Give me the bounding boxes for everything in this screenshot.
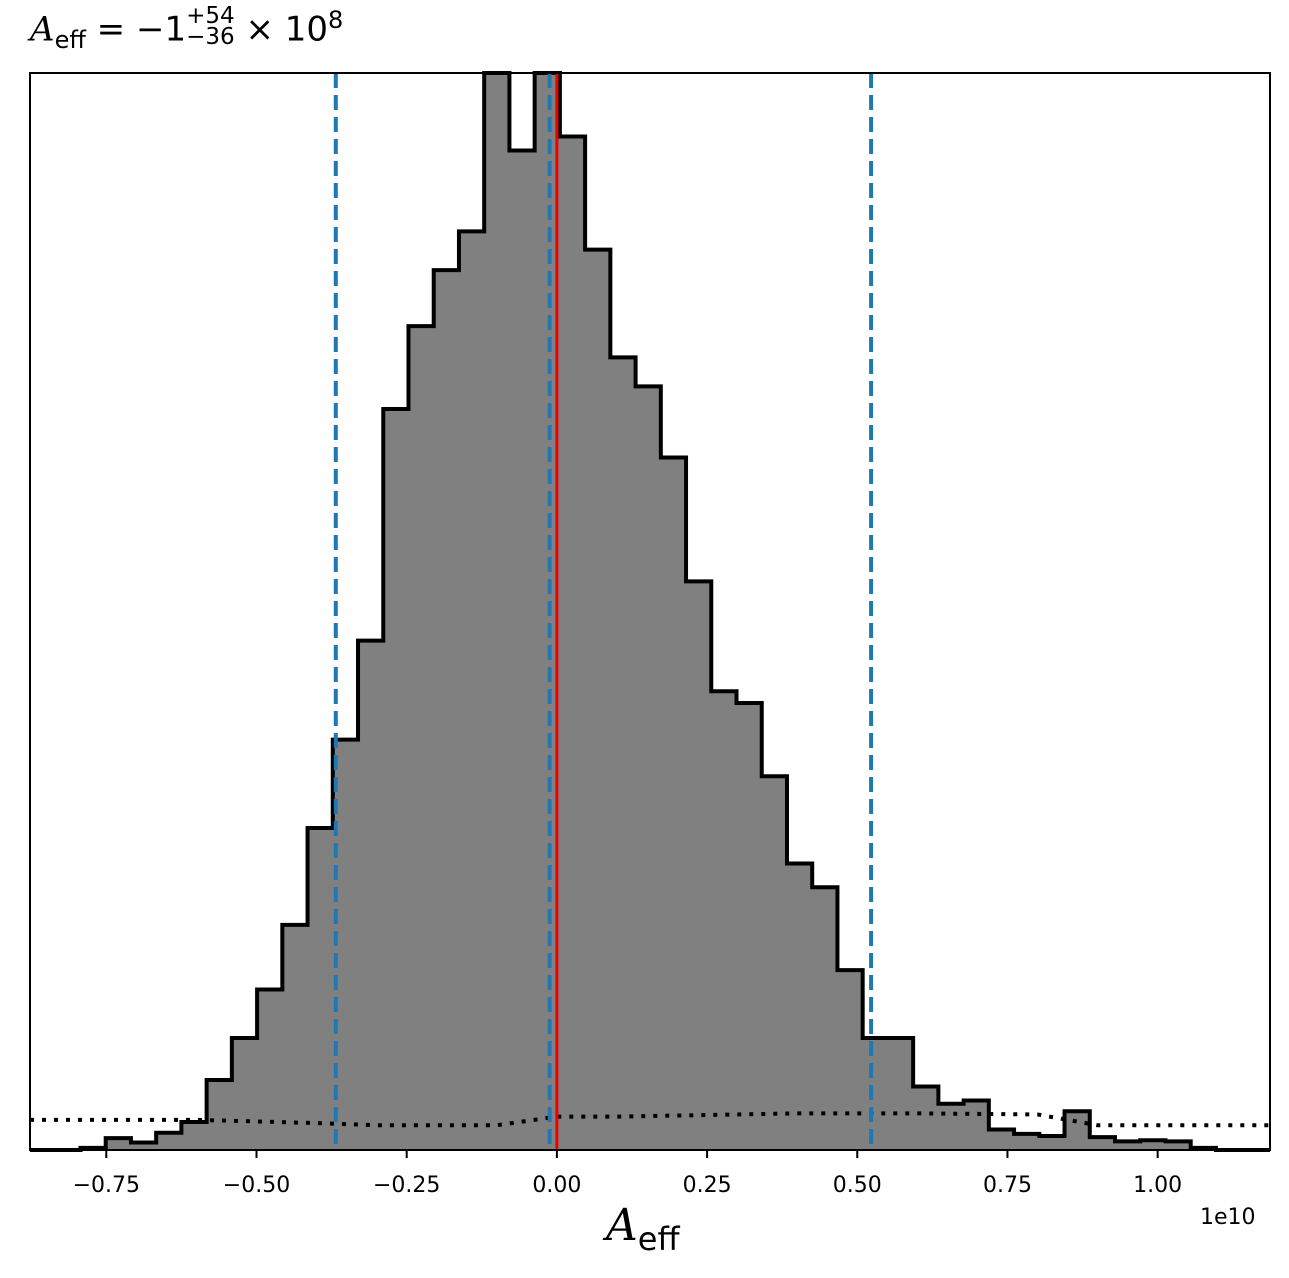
x-tick-label: −0.50 — [223, 1173, 290, 1198]
histogram-layer — [30, 71, 1270, 1152]
histogram-bar — [257, 989, 283, 1150]
title-lower-err: −36 — [186, 23, 235, 50]
histogram-bar — [433, 270, 460, 1150]
x-tick-label: 0.00 — [532, 1173, 581, 1198]
histogram-bar — [786, 863, 813, 1150]
histogram-bar — [130, 1142, 157, 1150]
histogram-bar — [1014, 1133, 1040, 1150]
histogram-bar — [458, 231, 485, 1151]
histogram-bar — [509, 150, 536, 1150]
histogram-bar — [635, 386, 662, 1151]
histogram-outline — [30, 71, 1270, 1152]
x-tick-label: −0.75 — [73, 1173, 140, 1198]
histogram-bar — [1140, 1140, 1166, 1150]
histogram-bar — [231, 1037, 258, 1150]
histogram-bar — [1165, 1141, 1192, 1150]
histogram-bar — [408, 326, 435, 1151]
x-axis-label: Aeff — [606, 1200, 680, 1258]
histogram-bar — [711, 691, 738, 1150]
histogram-bar — [887, 1037, 914, 1150]
title-exponent: 8 — [328, 6, 344, 34]
histogram-bar — [181, 1121, 208, 1150]
axes-frame — [29, 72, 1271, 1151]
histogram-bar — [812, 887, 838, 1150]
x-tick-label: 0.75 — [983, 1173, 1032, 1198]
histogram-bar — [736, 703, 763, 1150]
histogram-bar — [862, 1037, 889, 1150]
title-upper-err: +54 — [186, 3, 235, 30]
histogram-bar — [761, 776, 788, 1150]
chart-title: Aeff = −1 +54 −36 × 108 — [30, 3, 344, 55]
histogram-bar — [156, 1132, 182, 1150]
x-axis-offset-text: 1e10 — [1200, 1205, 1256, 1230]
histogram-bar — [282, 924, 309, 1150]
histogram-bar — [559, 136, 586, 1151]
x-tick-label: 1.00 — [1133, 1173, 1182, 1198]
histogram-bar — [1064, 1111, 1091, 1150]
histogram-bar — [1115, 1141, 1141, 1150]
axes-layer: −0.75 −0.50 −0.25 0.00 0.25 0.50 0.75 1.00 — [29, 72, 1271, 1198]
x-tick-label: 0.25 — [683, 1173, 732, 1198]
title-multiplier: × 10 — [234, 9, 329, 50]
histogram-bar — [837, 970, 864, 1150]
prior-layer — [30, 1111, 1270, 1128]
histogram-bar — [610, 357, 637, 1150]
title-symbol-sub: eff — [54, 26, 86, 55]
x-tick-label: 0.50 — [833, 1173, 882, 1198]
histogram-bar — [988, 1129, 1015, 1150]
histogram-bar — [358, 640, 384, 1150]
histogram-bar — [1039, 1135, 1066, 1150]
histogram-bar — [913, 1086, 939, 1150]
histogram-bar — [105, 1138, 132, 1150]
prior-line — [30, 1111, 1270, 1128]
x-axis-label-sub: eff — [637, 1220, 680, 1258]
histogram-bar — [963, 1100, 990, 1150]
histogram-bar — [585, 249, 611, 1151]
histogram-bar — [1089, 1137, 1116, 1150]
x-axis-label-symbol: A — [606, 1200, 638, 1251]
histogram-bar — [660, 457, 687, 1150]
histogram-bar — [307, 827, 334, 1150]
title-symbol: A — [30, 9, 55, 50]
histogram-bar — [686, 581, 712, 1150]
title-uncertainty: +54 −36 — [186, 3, 235, 50]
title-value: = −1 — [85, 9, 187, 50]
x-tick-label: −0.25 — [373, 1173, 440, 1198]
histogram-bar — [938, 1103, 965, 1150]
histogram-bar — [206, 1079, 233, 1150]
vertical-lines-layer — [333, 73, 874, 1150]
histogram-bar — [484, 73, 510, 1150]
histogram-bar — [383, 409, 409, 1150]
